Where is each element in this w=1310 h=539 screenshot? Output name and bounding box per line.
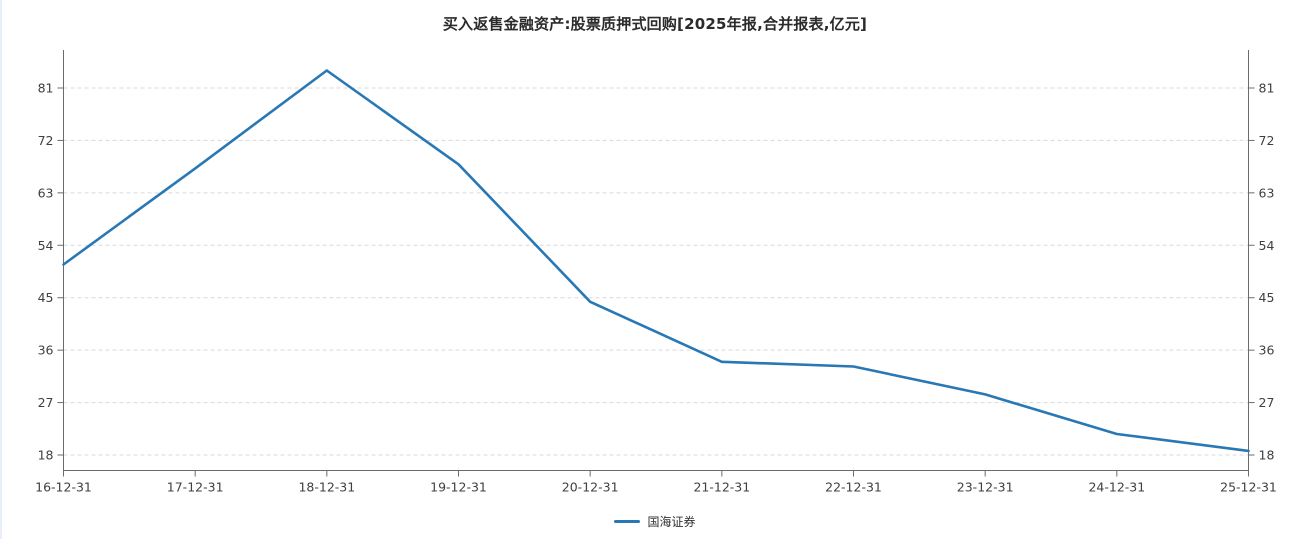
x-tick-label: 19-12-31 (430, 480, 487, 495)
legend-label: 国海证券 (647, 515, 696, 529)
x-tick-label: 24-12-31 (1088, 480, 1145, 495)
x-tick-label: 22-12-31 (825, 480, 882, 495)
y-tick-label-left: 18 (38, 448, 54, 463)
y-tick-label-right: 36 (1259, 343, 1275, 358)
x-tick-label: 21-12-31 (693, 480, 750, 495)
x-tick-label: 17-12-31 (167, 480, 224, 495)
y-tick-label-right: 27 (1259, 395, 1275, 410)
y-tick-label-left: 72 (38, 133, 54, 148)
chart-title: 买入返售金融资产:股票质押式回购[2025年报,合并报表,亿元] (442, 15, 868, 33)
y-tick-label-left: 54 (38, 238, 54, 253)
legend-line-marker (614, 520, 641, 523)
chart-svg: 18 18 27 27 36 36 45 45 54 54 63 63 72 72 81 81 16-12-31… (35, 50, 1277, 495)
legend-item-guohai[interactable]: 国海证券 (614, 513, 696, 530)
y-tick-label-right: 81 (1259, 81, 1275, 96)
y-tick-label-left: 45 (38, 290, 54, 305)
y-tick-label-right: 72 (1259, 133, 1275, 148)
legend: 国海证券 (0, 513, 1310, 530)
x-tick-label: 20-12-31 (562, 480, 619, 495)
y-tick-label-left: 81 (38, 81, 54, 96)
x-tick-label: 18-12-31 (298, 480, 355, 495)
y-tick-label-right: 18 (1259, 448, 1275, 463)
y-tick-label-left: 63 (38, 185, 54, 200)
x-tick-label: 25-12-31 (1220, 480, 1277, 495)
y-tick-label-left: 36 (38, 343, 54, 358)
y-tick-label-right: 63 (1259, 185, 1275, 200)
x-tick-label: 16-12-31 (35, 480, 92, 495)
x-tick-label: 23-12-31 (957, 480, 1014, 495)
y-tick-label-right: 45 (1259, 290, 1275, 305)
window-edge (0, 0, 2, 539)
series-line (62, 69, 1250, 453)
y-tick-label-right: 54 (1259, 238, 1275, 253)
y-tick-label-left: 27 (38, 395, 54, 410)
